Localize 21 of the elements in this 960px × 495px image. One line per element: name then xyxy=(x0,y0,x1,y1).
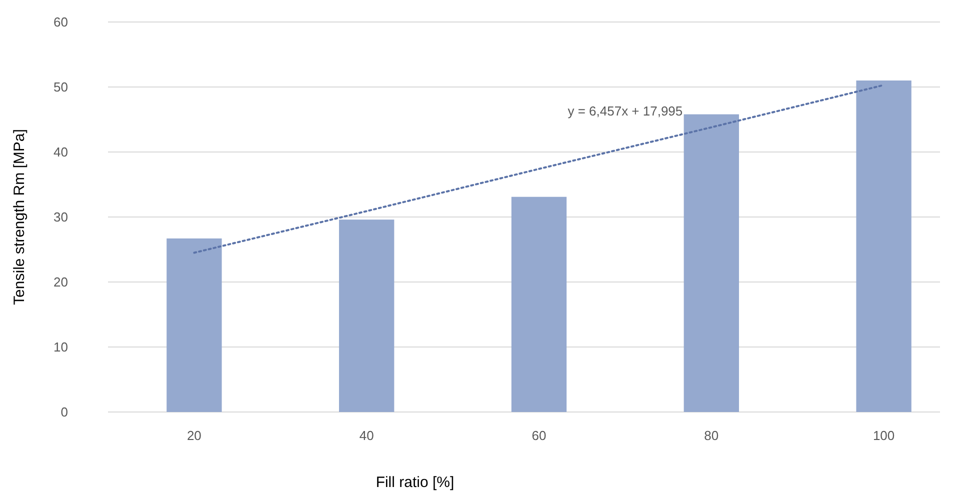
line-series xyxy=(193,84,885,254)
bar xyxy=(166,238,222,412)
bar xyxy=(511,196,567,412)
y-tick-label: 20 xyxy=(54,274,68,290)
y-tick-label: 10 xyxy=(54,340,68,355)
x-tick-label: 40 xyxy=(359,428,374,443)
x-tick-label: 20 xyxy=(186,428,202,443)
y-tick-label: 30 xyxy=(54,210,68,225)
x-axis-title: Fill ratio [%] xyxy=(376,474,454,491)
annotation: y = 6,457x + 17,995 xyxy=(568,104,683,119)
bar xyxy=(339,220,394,412)
y-tick-label: 50 xyxy=(54,80,68,95)
bar xyxy=(856,80,912,412)
x-tick-label: 80 xyxy=(704,428,719,443)
x-tick-label: 100 xyxy=(872,428,895,443)
bar xyxy=(684,114,739,412)
y-tick-label: 60 xyxy=(54,14,68,30)
x-tick-label: 60 xyxy=(532,428,546,443)
y-axis-title: Tensile strength Rm [MPa] xyxy=(11,129,28,305)
y-tick-label: 40 xyxy=(54,144,68,160)
y-tick-label: 0 xyxy=(60,404,68,420)
